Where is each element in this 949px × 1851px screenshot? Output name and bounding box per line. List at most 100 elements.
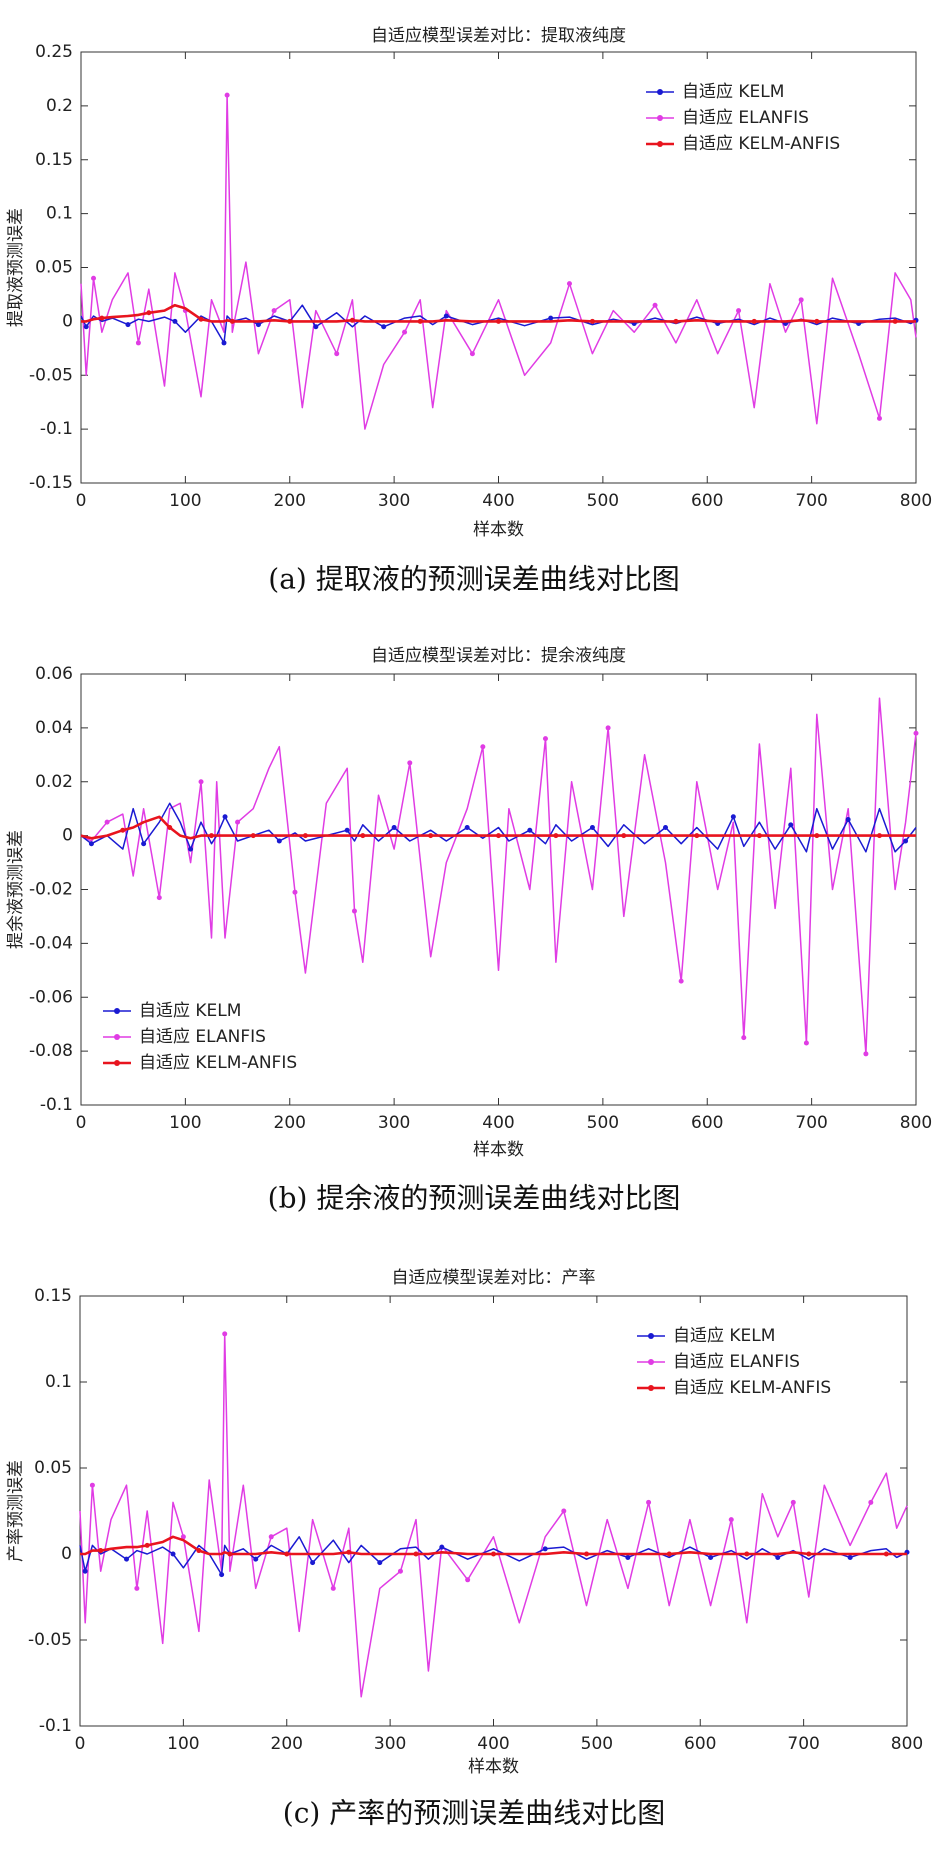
series-marker xyxy=(381,324,387,330)
legend-marker xyxy=(114,1060,120,1066)
series-marker xyxy=(397,1568,403,1574)
series-marker xyxy=(790,1499,796,1505)
series-marker xyxy=(652,302,658,308)
series-marker xyxy=(104,819,110,825)
series-marker xyxy=(561,1508,567,1514)
series-marker xyxy=(310,1560,316,1566)
series-marker xyxy=(542,1546,548,1552)
y-tick-label: -0.15 xyxy=(29,473,73,493)
y-tick-label: -0.05 xyxy=(29,365,73,385)
y-tick-label: -0.02 xyxy=(29,880,73,900)
x-tick-label: 400 xyxy=(477,1734,509,1754)
series-marker xyxy=(413,1551,419,1557)
series-marker xyxy=(208,833,214,839)
series-marker xyxy=(253,1556,259,1562)
series-marker xyxy=(402,329,408,335)
series-marker xyxy=(222,1331,228,1337)
series-marker xyxy=(198,779,204,785)
legend-label: 自适应 ELANFIS xyxy=(682,108,809,128)
series-marker xyxy=(663,825,668,831)
legend-marker xyxy=(657,141,663,147)
series-marker xyxy=(180,1534,186,1540)
x-tick-label: 500 xyxy=(587,491,619,511)
y-tick-label: 0.06 xyxy=(35,664,73,684)
series-marker xyxy=(407,760,413,766)
legend-marker xyxy=(657,115,663,121)
series-marker xyxy=(351,908,357,914)
series-marker xyxy=(496,318,501,324)
series-line xyxy=(80,1535,907,1556)
series-marker xyxy=(271,308,277,314)
y-tick-label: 0.1 xyxy=(45,1372,72,1392)
y-tick-label: -0.04 xyxy=(29,933,73,953)
series-marker xyxy=(428,833,434,839)
series-marker xyxy=(141,841,147,847)
x-tick-label: 200 xyxy=(274,1113,306,1133)
series-marker xyxy=(284,1551,290,1557)
series-marker xyxy=(99,315,105,321)
series-marker xyxy=(125,322,131,328)
series-marker xyxy=(91,275,97,281)
series-marker xyxy=(868,1499,874,1505)
series-marker xyxy=(798,297,804,303)
y-axis-label: 提取液预测误差 xyxy=(6,208,26,327)
series-marker xyxy=(89,1482,95,1488)
chart-panel: 自适应模型误差对比：产率 -0.1 -0.05 0 0.05 0.1 0.15 0 100 200… xyxy=(6,1268,923,1830)
y-tick-label: 0 xyxy=(62,826,73,846)
series-marker xyxy=(736,308,742,314)
series-marker xyxy=(135,340,141,346)
series-marker xyxy=(124,1556,130,1562)
series-marker xyxy=(349,317,355,323)
y-tick-label: 0.1 xyxy=(46,204,73,224)
y-tick-label: 0.04 xyxy=(35,718,73,738)
series-marker xyxy=(548,315,554,321)
series-marker xyxy=(82,1568,88,1574)
legend-label: 自适应 ELANFIS xyxy=(139,1027,266,1047)
series-marker xyxy=(443,313,449,319)
y-tick-label: 0 xyxy=(61,1544,72,1564)
legend-label: 自适应 ELANFIS xyxy=(673,1352,800,1372)
series-marker xyxy=(913,730,919,736)
x-tick-label: 200 xyxy=(274,491,306,511)
series-marker xyxy=(883,1551,889,1557)
y-tick-label: -0.05 xyxy=(28,1630,72,1650)
series-line xyxy=(81,303,916,323)
x-tick-label: 600 xyxy=(684,1734,716,1754)
series-marker xyxy=(313,324,319,330)
series-marker xyxy=(188,846,194,852)
legend-label: 自适应 KELM xyxy=(139,1001,241,1021)
y-tick-label: -0.1 xyxy=(39,1716,72,1736)
series-marker xyxy=(464,825,470,831)
series-marker xyxy=(491,1551,496,1557)
x-tick-label: 700 xyxy=(795,491,827,511)
series-marker xyxy=(198,316,204,322)
series-marker xyxy=(292,889,298,895)
series-marker xyxy=(863,1051,869,1057)
series-marker xyxy=(221,340,227,346)
y-tick-label: -0.08 xyxy=(29,1041,73,1061)
series-marker xyxy=(330,1585,336,1591)
series-marker xyxy=(268,1534,274,1540)
series-line xyxy=(79,1333,908,1698)
series-marker xyxy=(751,318,757,324)
legend-label: 自适应 KELM-ANFIS xyxy=(139,1053,297,1073)
series-marker xyxy=(803,1040,809,1046)
series-marker xyxy=(276,838,282,844)
y-axis-label: 提余液预测误差 xyxy=(6,830,26,949)
series-marker xyxy=(224,92,230,98)
x-tick-label: 700 xyxy=(795,1113,827,1133)
series-marker xyxy=(788,822,794,828)
legend-marker xyxy=(114,1008,120,1014)
x-tick-label: 0 xyxy=(76,1113,87,1133)
y-tick-label: 0.15 xyxy=(35,150,73,170)
y-tick-label: 0.05 xyxy=(35,258,73,278)
x-tick-label: 500 xyxy=(581,1734,613,1754)
series-marker xyxy=(646,1499,652,1505)
series-marker xyxy=(439,1544,445,1550)
chart-panel: 自适应模型误差对比：提取液纯度 -0.15 -0.1 -0.05 0 0.05 0.1 0.1… xyxy=(6,26,932,596)
series-marker xyxy=(229,318,235,324)
series-marker xyxy=(346,1549,352,1555)
series-marker xyxy=(741,1035,747,1041)
series-marker xyxy=(756,833,762,839)
